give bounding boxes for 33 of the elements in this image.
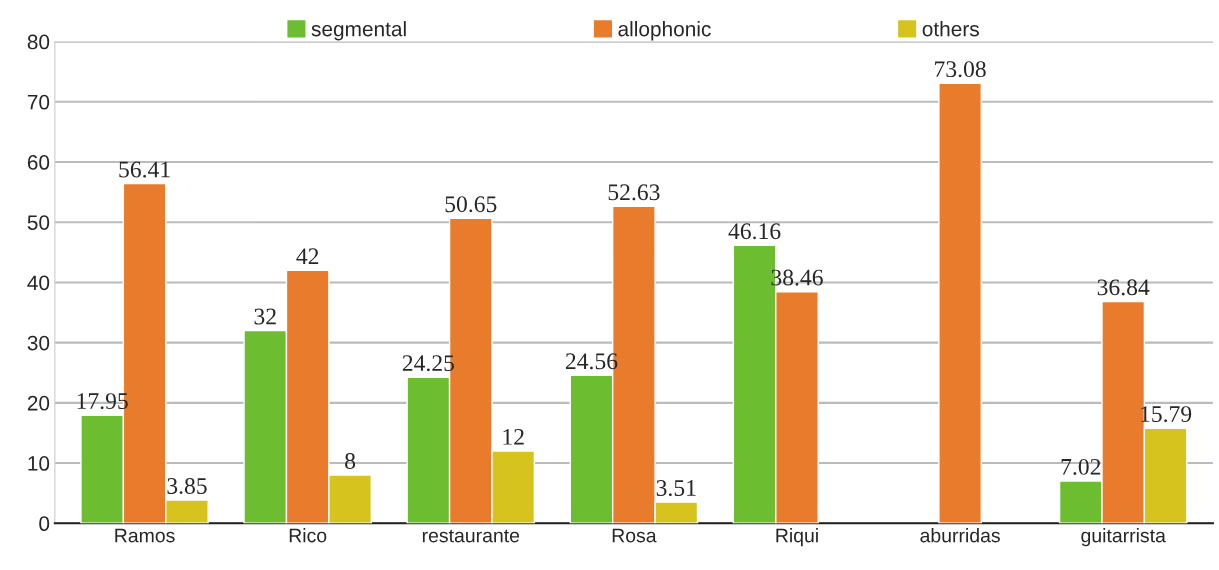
y-tick-label: 70: [27, 94, 50, 110]
data-label: 73.08: [935, 61, 986, 78]
data-label: 12: [503, 428, 524, 445]
data-label: 50.65: [445, 196, 497, 213]
y-tick-label: 40: [27, 275, 50, 291]
y-tick-label: 80: [27, 34, 50, 50]
data-label: 56.41: [119, 161, 170, 178]
x-tick-label: Rico: [289, 528, 327, 543]
legend-label: others: [922, 21, 979, 37]
data-label: 36.84: [1097, 279, 1150, 296]
legend-label: allophonic: [618, 21, 711, 41]
x-tick-label: Ramos: [115, 528, 175, 543]
data-label: 3.51: [656, 480, 696, 497]
x-tick-label: Rosa: [612, 528, 657, 543]
data-label: 32: [254, 308, 276, 325]
bar: [938, 82, 982, 524]
x-tick-label: Riqui: [776, 528, 818, 547]
data-label: 7.02: [1061, 458, 1101, 475]
y-tick-label: 30: [27, 335, 50, 351]
y-tick-label: 60: [27, 155, 50, 170]
data-label: 46.16: [728, 223, 781, 240]
legend-label: segmental: [311, 21, 406, 41]
y-tick-label: 10: [28, 456, 50, 471]
x-tick-label: restaurante: [422, 529, 520, 543]
x-tick-label: aburridas: [920, 528, 1000, 543]
y-tick-label: 0: [39, 516, 50, 532]
data-label: 3.85: [167, 477, 207, 494]
data-label: 42: [296, 248, 319, 264]
y-tick-label: 50: [27, 215, 50, 230]
data-label: 8: [345, 452, 356, 469]
data-label: 52.63: [608, 184, 660, 201]
y-tick-label: 20: [27, 395, 50, 411]
x-tick-label: guitarrista: [1081, 528, 1166, 547]
